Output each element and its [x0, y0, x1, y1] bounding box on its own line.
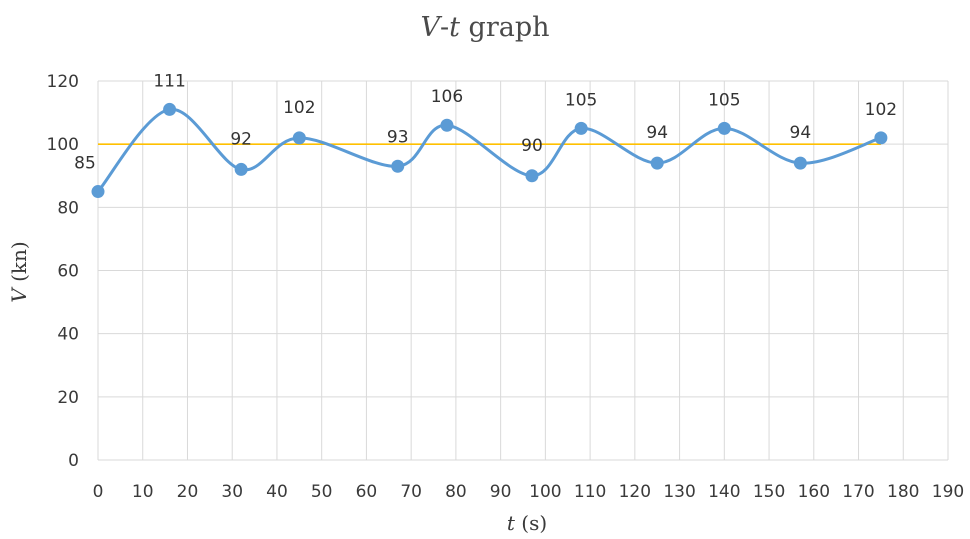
- data-point: [391, 159, 405, 173]
- data-point: [234, 162, 248, 176]
- data-point: [650, 156, 664, 170]
- x-axis-label-variable: t: [507, 511, 516, 535]
- series-line: [96, 107, 882, 193]
- data-label: 105: [708, 90, 740, 110]
- x-tick-label: 100: [529, 482, 561, 502]
- data-point: [91, 185, 105, 199]
- series-group: [96, 107, 882, 193]
- chart-title: V-t graph: [0, 12, 970, 43]
- y-axis-label-unit: (kn): [7, 241, 31, 288]
- title-text: graph: [459, 12, 550, 43]
- x-tick-label: 130: [663, 482, 695, 502]
- data-label: 111: [153, 71, 185, 91]
- y-tick-label: 80: [57, 198, 79, 218]
- x-tick-label: 110: [574, 482, 606, 502]
- y-axis-label-variable: V: [7, 286, 31, 303]
- x-tick-label: 10: [132, 482, 154, 502]
- x-tick-label: 180: [887, 482, 919, 502]
- x-tick-label: 170: [842, 482, 874, 502]
- x-tick-label: 60: [356, 482, 378, 502]
- y-tick-label: 20: [57, 388, 79, 408]
- title-separator: -: [439, 12, 450, 43]
- x-tick-label: 80: [445, 482, 467, 502]
- x-tick-label: 190: [932, 482, 964, 502]
- data-label: 105: [565, 90, 597, 110]
- y-axis-ticks: 0 20 40 60 80 100 120: [47, 72, 79, 471]
- data-point: [292, 131, 306, 145]
- x-tick-label: 150: [753, 482, 785, 502]
- x-axis-label: t (s): [507, 511, 547, 535]
- x-tick-label: 30: [221, 482, 243, 502]
- y-tick-label: 0: [68, 451, 79, 471]
- title-variable-v: V: [420, 12, 440, 43]
- data-label: 94: [646, 123, 668, 143]
- data-point: [574, 121, 588, 135]
- data-labels: 85 111 92 102 93 106 90 105 94 105 94 102: [74, 71, 897, 173]
- data-point: [440, 118, 454, 132]
- title-variable-t: t: [449, 12, 460, 43]
- y-tick-label: 40: [57, 325, 79, 345]
- x-tick-label: 40: [266, 482, 288, 502]
- x-tick-label: 120: [619, 482, 651, 502]
- x-tick-label: 90: [490, 482, 512, 502]
- y-tick-label: 100: [47, 135, 79, 155]
- x-tick-label: 160: [798, 482, 830, 502]
- x-tick-label: 0: [93, 482, 104, 502]
- data-label: 106: [431, 87, 463, 107]
- y-tick-label: 120: [47, 72, 79, 92]
- data-point: [874, 131, 888, 145]
- data-label: 94: [790, 123, 812, 143]
- data-label: 102: [283, 98, 315, 118]
- x-tick-label: 20: [177, 482, 199, 502]
- x-axis-label-unit: (s): [515, 511, 547, 535]
- x-tick-label: 70: [400, 482, 422, 502]
- data-point: [163, 102, 177, 116]
- data-label: 92: [230, 129, 252, 149]
- data-label: 90: [521, 136, 543, 156]
- data-points: [91, 102, 888, 199]
- data-label: 85: [74, 154, 96, 174]
- x-tick-label: 50: [311, 482, 333, 502]
- data-label: 93: [387, 127, 409, 147]
- y-tick-label: 60: [57, 262, 79, 282]
- y-axis-label: V (kn): [7, 241, 31, 302]
- data-point: [525, 169, 539, 183]
- data-point: [793, 156, 807, 170]
- x-axis-ticks: 0 10 20 30 40 50 60 70 80 90 100 110 120 130 140 150 160…: [93, 482, 965, 502]
- data-label: 102: [865, 100, 897, 120]
- data-point: [717, 121, 731, 135]
- x-tick-label: 140: [708, 482, 740, 502]
